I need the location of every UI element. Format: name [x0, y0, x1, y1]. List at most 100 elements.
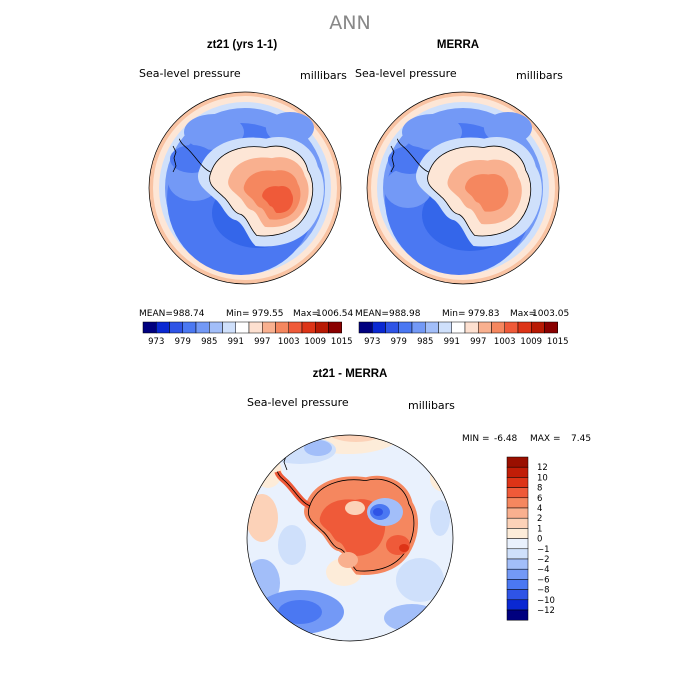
panel-model-max-label: Max= [293, 309, 319, 319]
colorbar-swatch [506, 609, 529, 621]
colorbar-swatch [301, 321, 316, 334]
colorbar-tick-label: 1015 [331, 337, 353, 347]
colorbar-swatch [506, 538, 529, 550]
colorbar-tick-label: 8 [537, 484, 542, 494]
panel-model-mean-label: MEAN= [139, 309, 173, 319]
colorbar-swatch [517, 321, 532, 334]
panel-reference-max: 1003.05 [532, 309, 569, 319]
colorbar-tick-label: −10 [537, 596, 555, 606]
colorbar-tick-label: 1003 [278, 337, 300, 347]
panel-model-variable: Sea-level pressure [139, 67, 241, 80]
panel-difference-map [247, 435, 453, 641]
colorbar-tick-label: −2 [537, 555, 550, 565]
panel-difference-units: millibars [408, 399, 455, 412]
colorbar-tick-label: 991 [228, 337, 244, 347]
panel-reference-mean-label: MEAN= [355, 309, 389, 319]
colorbar-tick-label: 1015 [547, 337, 569, 347]
colorbar-swatch [506, 456, 529, 468]
panel-difference-range: MIN = -6.48 MAX = 7.45 [462, 434, 591, 444]
colorbar-tick-label: 973 [148, 337, 164, 347]
page-title: ANN [329, 12, 370, 34]
colorbar-swatch [438, 321, 452, 334]
panel-reference-max-label: Max= [510, 309, 536, 319]
panel-reference-stats: MEAN= 988.98 Min= 979.83 Max= 1003.05 [355, 309, 569, 319]
panel-reference-mean: 988.98 [389, 309, 421, 319]
colorbar-swatch [315, 321, 329, 334]
colorbar-swatch [478, 321, 492, 334]
panel-reference-map [367, 92, 559, 284]
panel-difference-title: zt21 - MERRA [313, 368, 388, 380]
colorbar-tick-label: 1 [537, 524, 542, 534]
colorbar-swatch [425, 321, 439, 334]
panel-model-min: 979.55 [252, 309, 284, 319]
colorbar-tick-label: −12 [537, 606, 555, 616]
panel-difference-min: -6.48 [494, 434, 518, 444]
colorbar-swatch [506, 466, 529, 478]
colorbar-swatch [288, 321, 303, 334]
panel-reference-colorbar: 973 979 985 991 997 1003 1009 1015 [358, 321, 569, 347]
colorbar-tick-label: 0 [537, 535, 542, 545]
colorbar-tick-label: 2 [537, 514, 542, 524]
colorbar-swatch [506, 477, 529, 488]
colorbar-swatch [385, 321, 399, 334]
colorbar-swatch [235, 321, 250, 334]
colorbar-swatch [156, 321, 170, 334]
colorbar-swatch [248, 321, 263, 334]
colorbar-swatch [506, 599, 529, 611]
panel-model: zt21 (yrs 1-1) Sea-level pressure millib… [139, 39, 353, 347]
colorbar-swatch [398, 321, 413, 334]
panel-difference-max: 7.45 [571, 434, 591, 444]
panel-reference-min-label: Min= [442, 309, 466, 319]
colorbar-swatch [209, 321, 223, 334]
panel-difference-variable: Sea-level pressure [247, 396, 349, 409]
colorbar-swatch [262, 321, 276, 334]
panel-reference-min: 979.83 [468, 309, 500, 319]
colorbar-swatch [142, 321, 157, 334]
colorbar-swatch [531, 321, 545, 334]
colorbar-swatch [506, 507, 529, 519]
colorbar-tick-label: −1 [537, 545, 550, 555]
colorbar-tick-label: 1009 [520, 337, 542, 347]
colorbar-swatch [506, 558, 529, 570]
colorbar-tick-label: 1009 [304, 337, 326, 347]
colorbar-tick-label: 991 [444, 337, 460, 347]
colorbar-swatch [491, 321, 505, 334]
panel-model-map [149, 92, 341, 284]
colorbar-tick-label: 997 [254, 337, 270, 347]
colorbar-swatch [506, 579, 529, 590]
colorbar-tick-label: −6 [537, 575, 550, 585]
panel-model-colorbar: 973 979 985 991 997 1003 1009 1015 [142, 321, 353, 347]
colorbar-tick-label: 997 [470, 337, 486, 347]
colorbar-swatch [411, 321, 426, 334]
colorbar-tick-label: 4 [537, 504, 542, 514]
colorbar-tick-label: 12 [537, 463, 548, 473]
colorbar-tick-label: 985 [201, 337, 217, 347]
colorbar-swatch [506, 528, 529, 539]
panel-difference: zt21 - MERRA Sea-level pressure millibar… [246, 368, 591, 642]
colorbar-swatch [464, 321, 479, 334]
colorbar-swatch [451, 321, 466, 334]
colorbar-swatch [506, 589, 529, 601]
colorbar-swatch [358, 321, 373, 334]
colorbar-tick-label: 973 [364, 337, 380, 347]
panel-reference-title: MERRA [437, 39, 479, 51]
colorbar-swatch [372, 321, 386, 334]
colorbar-swatch [544, 321, 558, 334]
panel-difference-min-label: MIN = [462, 434, 490, 444]
panel-reference-variable: Sea-level pressure [355, 67, 457, 80]
colorbar-tick-label: −8 [537, 586, 550, 596]
colorbar-tick-label: 979 [175, 337, 191, 347]
panel-model-stats: MEAN= 988.74 Min= 979.55 Max= 1006.54 [139, 309, 353, 319]
colorbar-swatch [506, 568, 529, 580]
panel-model-max: 1006.54 [316, 309, 353, 319]
panel-model-mean: 988.74 [173, 309, 205, 319]
panel-difference-max-label: MAX = [530, 434, 561, 444]
panel-reference-units: millibars [516, 69, 563, 82]
colorbar-swatch [195, 321, 210, 334]
colorbar-swatch [506, 487, 529, 499]
colorbar-swatch [506, 548, 529, 560]
colorbar-tick-label: 10 [537, 473, 548, 483]
colorbar-swatch [506, 497, 529, 509]
